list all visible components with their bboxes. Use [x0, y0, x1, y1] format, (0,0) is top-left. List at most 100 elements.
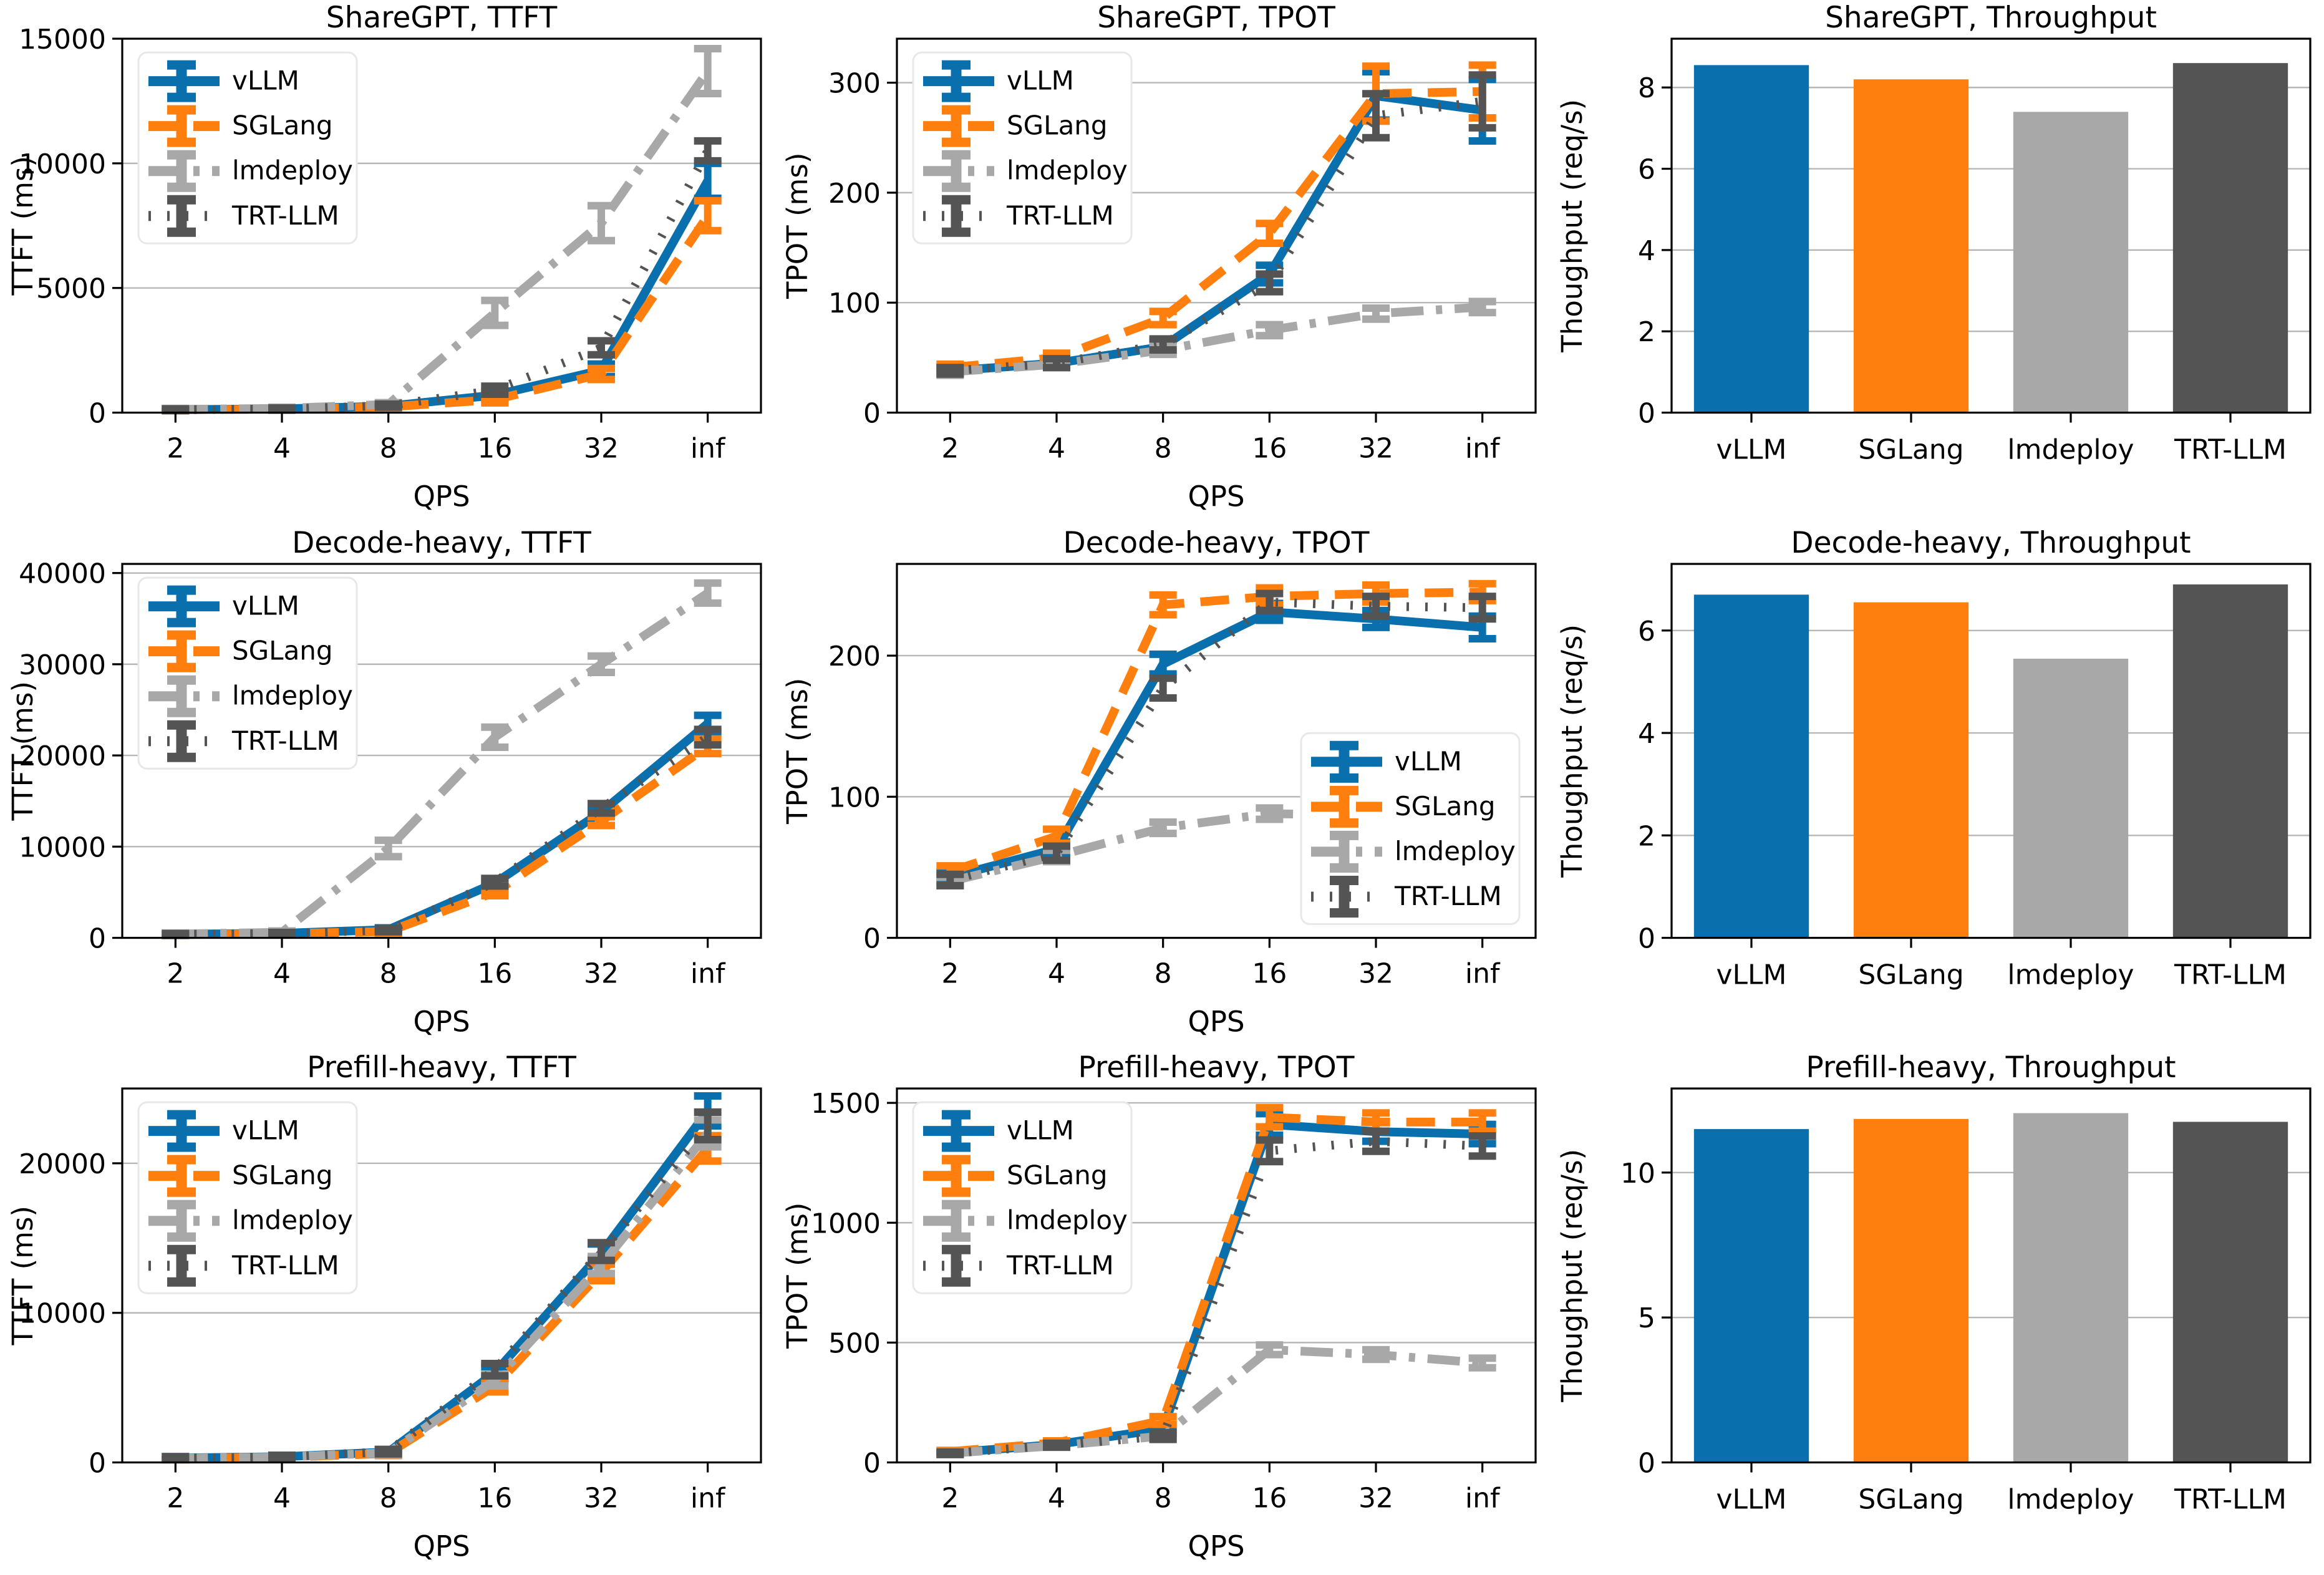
svg-text:2: 2: [941, 1483, 959, 1514]
svg-text:10000: 10000: [19, 148, 106, 180]
svg-text:300: 300: [828, 68, 881, 100]
svg-text:Thoughput (req/s): Thoughput (req/s): [1556, 624, 1589, 878]
svg-text:TTFT (ms): TTFT (ms): [6, 681, 39, 821]
svg-text:TRT-LLM: TRT-LLM: [1394, 881, 1502, 911]
svg-text:ShareGPT, TPOT: ShareGPT, TPOT: [1097, 1, 1335, 35]
subplot-decode-heavy-tpot: 0 100 200 2 4 8 16 32 inf QPS TPOT (ms) Decode-heav…: [775, 525, 1549, 1050]
svg-text:inf: inf: [690, 1483, 726, 1514]
subplot-decode-heavy-throughput: 0 2 4 6 vLLM SGLang lmdeploy TRT-LLM Thoughput (…: [1549, 525, 2324, 1050]
svg-text:10000: 10000: [19, 1298, 106, 1330]
svg-text:QPS: QPS: [413, 1005, 470, 1038]
subplot-sharegpt-ttft: 0 5000 10000 15000 2 4 8 16 32 inf QPS TTFT (ms) Sha…: [0, 0, 775, 525]
svg-text:Prefill-heavy, TPOT: Prefill-heavy, TPOT: [1078, 1050, 1354, 1085]
svg-text:15000: 15000: [19, 24, 106, 56]
svg-text:40000: 40000: [19, 558, 106, 589]
svg-text:16: 16: [1252, 1483, 1287, 1514]
svg-text:vLLM: vLLM: [1007, 1115, 1074, 1146]
svg-text:QPS: QPS: [1188, 1530, 1244, 1563]
svg-text:vLLM: vLLM: [1395, 745, 1462, 776]
chart-decode-heavy-tpot: 0 100 200 2 4 8 16 32 inf QPS TPOT (ms) Decode-heav…: [781, 526, 1537, 1038]
svg-text:inf: inf: [690, 433, 726, 465]
svg-text:2: 2: [941, 433, 959, 465]
svg-text:lmdeploy: lmdeploy: [1395, 836, 1516, 866]
svg-text:5000: 5000: [36, 273, 106, 305]
svg-text:5: 5: [1638, 1302, 1655, 1334]
svg-text:TRT-LLM: TRT-LLM: [2174, 434, 2287, 466]
svg-text:QPS: QPS: [1188, 480, 1244, 513]
svg-text:lmdeploy: lmdeploy: [2007, 434, 2134, 466]
svg-text:TRT-LLM: TRT-LLM: [231, 725, 339, 755]
svg-text:QPS: QPS: [413, 1530, 470, 1563]
svg-text:32: 32: [584, 433, 619, 465]
svg-text:TRT-LLM: TRT-LLM: [231, 200, 339, 231]
svg-text:4: 4: [1638, 235, 1655, 267]
svg-text:vLLM: vLLM: [232, 590, 299, 621]
svg-text:QPS: QPS: [1188, 1005, 1244, 1038]
svg-text:8: 8: [380, 433, 397, 465]
svg-text:20000: 20000: [19, 740, 106, 772]
svg-text:32: 32: [1358, 433, 1393, 465]
svg-text:vLLM: vLLM: [1716, 434, 1787, 466]
svg-text:vLLM: vLLM: [232, 1115, 299, 1146]
svg-text:TRT-LLM: TRT-LLM: [231, 1250, 339, 1281]
svg-text:4: 4: [1638, 718, 1655, 750]
svg-text:SGLang: SGLang: [1858, 434, 1963, 466]
svg-text:TRT-LLM: TRT-LLM: [1006, 200, 1114, 231]
subplot-sharegpt-throughput: 0 2 4 6 8 vLLM SGLang lmdeploy TRT-LLM Thoughput …: [1549, 0, 2324, 525]
subplot-decode-heavy-ttft: 0 10000 20000 30000 40000 2 4 8 16 32 inf QPS TTFT (…: [0, 525, 775, 1050]
svg-text:TPOT (ms): TPOT (ms): [781, 153, 814, 299]
svg-text:QPS: QPS: [413, 480, 470, 513]
svg-text:2: 2: [1638, 316, 1655, 348]
svg-text:inf: inf: [690, 957, 726, 989]
subplot-prefill-heavy-ttft: 0 10000 20000 2 4 8 16 32 inf QPS TTFT (ms) Prefill…: [0, 1050, 775, 1575]
svg-text:200: 200: [828, 178, 881, 210]
svg-text:0: 0: [89, 1448, 106, 1480]
svg-text:SGLang: SGLang: [1007, 110, 1108, 141]
svg-text:32: 32: [584, 1483, 619, 1514]
svg-text:4: 4: [273, 1483, 291, 1514]
svg-text:lmdeploy: lmdeploy: [1007, 1205, 1128, 1236]
svg-text:2: 2: [167, 433, 184, 465]
subplot-prefill-heavy-tpot: 0 500 1000 1500 2 4 8 16 32 inf QPS TPOT (ms) Prefil…: [775, 1050, 1549, 1575]
svg-text:SGLang: SGLang: [232, 110, 333, 141]
svg-text:vLLM: vLLM: [232, 65, 299, 96]
svg-text:4: 4: [273, 433, 291, 465]
svg-text:16: 16: [477, 957, 512, 989]
svg-text:1000: 1000: [811, 1208, 881, 1240]
svg-text:4: 4: [1048, 1483, 1065, 1514]
svg-text:0: 0: [863, 398, 881, 430]
chart-prefill-heavy-tpot: 0 500 1000 1500 2 4 8 16 32 inf QPS TPOT (ms) Prefil…: [781, 1050, 1537, 1563]
svg-text:lmdeploy: lmdeploy: [2007, 1484, 2134, 1516]
svg-text:Decode-heavy, TPOT: Decode-heavy, TPOT: [1063, 526, 1370, 560]
svg-text:TPOT (ms): TPOT (ms): [781, 1203, 814, 1349]
svg-text:TTFT (ms): TTFT (ms): [6, 156, 39, 296]
svg-text:inf: inf: [1465, 1483, 1501, 1514]
svg-text:0: 0: [1638, 398, 1655, 430]
svg-text:ShareGPT, TTFT: ShareGPT, TTFT: [326, 1, 558, 35]
svg-text:16: 16: [477, 1483, 512, 1514]
svg-text:4: 4: [1048, 433, 1065, 465]
svg-text:6: 6: [1638, 154, 1655, 186]
svg-text:2: 2: [1638, 820, 1655, 852]
svg-text:0: 0: [89, 923, 106, 954]
svg-text:100: 100: [828, 782, 881, 813]
svg-text:500: 500: [828, 1328, 881, 1360]
svg-text:100: 100: [828, 288, 881, 319]
svg-text:0: 0: [1638, 923, 1655, 954]
svg-text:SGLang: SGLang: [1395, 791, 1496, 821]
svg-text:Decode-heavy, TTFT: Decode-heavy, TTFT: [292, 526, 591, 560]
svg-text:6: 6: [1638, 615, 1655, 647]
chart-sharegpt-tpot: 0 100 200 300 2 4 8 16 32 inf QPS TPOT (ms) ShareGPT…: [781, 1, 1537, 513]
svg-text:inf: inf: [1465, 957, 1501, 989]
svg-text:SGLang: SGLang: [232, 1160, 333, 1191]
svg-text:1500: 1500: [811, 1088, 881, 1120]
svg-text:0: 0: [89, 398, 106, 430]
svg-text:SGLang: SGLang: [1858, 959, 1963, 991]
chart-decode-heavy-ttft: 0 10000 20000 30000 40000 2 4 8 16 32 inf QPS TTFT (…: [6, 526, 762, 1038]
svg-text:32: 32: [584, 957, 619, 989]
svg-text:8: 8: [1155, 957, 1172, 989]
chart-sharegpt-ttft: 0 5000 10000 15000 2 4 8 16 32 inf QPS TTFT (ms) Sha…: [6, 1, 762, 513]
svg-text:vLLM: vLLM: [1716, 959, 1787, 991]
svg-text:16: 16: [1252, 433, 1287, 465]
